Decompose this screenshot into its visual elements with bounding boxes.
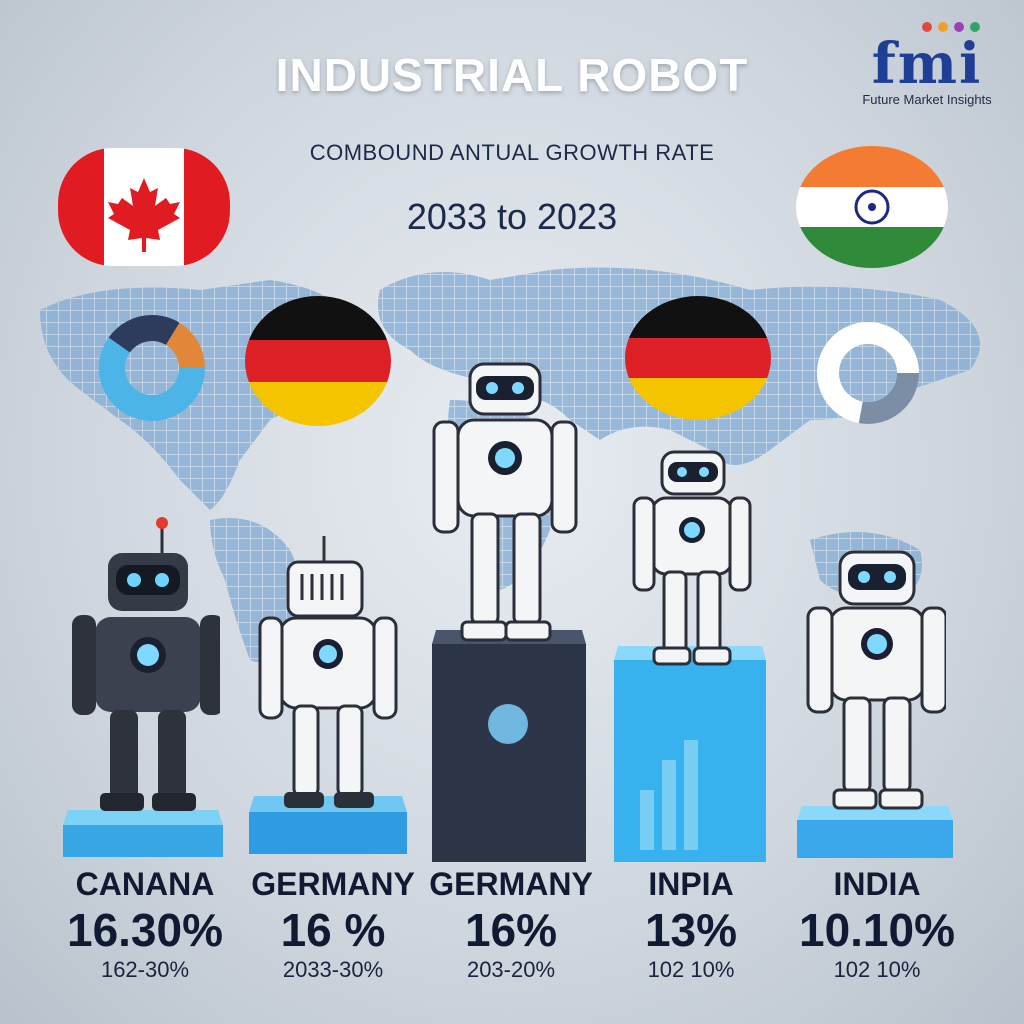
logo-name: Future Market Insights xyxy=(862,92,992,107)
donut-chart-icon xyxy=(99,315,205,421)
cagr-range: 162-30% xyxy=(100,957,190,982)
germany-flag-icon xyxy=(245,296,391,426)
canada-flag-icon xyxy=(58,148,230,266)
cagr-range: 102 10% xyxy=(647,957,735,982)
country-name: INDIA xyxy=(833,866,921,902)
logo-mark: fmi xyxy=(871,31,983,97)
page-title: INDUSTRIAL ROBOT xyxy=(275,49,749,101)
pedestal xyxy=(432,630,586,862)
column-india-1: INPIA 13% 102 10% xyxy=(586,866,796,983)
donut-chart-icon xyxy=(817,322,919,424)
cagr-percent: 16.30% xyxy=(66,904,223,956)
country-name: GERMANY xyxy=(251,866,415,902)
country-name: CANANA xyxy=(75,866,215,902)
cagr-percent: 13% xyxy=(644,904,738,956)
logo-dots xyxy=(852,22,1002,36)
cagr-range: 203-20% xyxy=(466,957,556,982)
robot xyxy=(632,450,752,666)
cagr-percent: 16 % xyxy=(280,904,386,956)
period-label: 2033 to 2023 xyxy=(406,196,618,237)
column-germany-2: GERMANY 16% 203-20% xyxy=(406,866,616,983)
germany-flag-icon xyxy=(625,296,771,420)
india-flag-icon xyxy=(796,146,948,268)
robot xyxy=(432,362,578,642)
cagr-range: 102 10% xyxy=(833,957,921,982)
cagr-percent: 16% xyxy=(464,904,558,956)
robot xyxy=(258,536,398,808)
cagr-range: 2033-30% xyxy=(282,957,384,982)
robot xyxy=(806,550,946,810)
subtitle: COMBOUND ANTUAL GROWTH RATE xyxy=(309,140,715,165)
robot xyxy=(72,517,220,811)
pedestal xyxy=(614,646,766,862)
country-name: INPIA xyxy=(648,866,734,902)
country-name: GERMANY xyxy=(429,866,593,902)
pedestal xyxy=(63,810,223,857)
fmi-logo: fmi Future Market Insights xyxy=(852,22,1002,107)
column-canada: CANANA 16.30% 162-30% xyxy=(40,866,250,983)
column-india-2: INDIA 10.10% 102 10% xyxy=(772,866,982,983)
column-germany-1: GERMANY 16 % 2033-30% xyxy=(228,866,438,983)
bar-chart-icon xyxy=(640,740,698,850)
cagr-percent: 10.10% xyxy=(798,904,955,956)
